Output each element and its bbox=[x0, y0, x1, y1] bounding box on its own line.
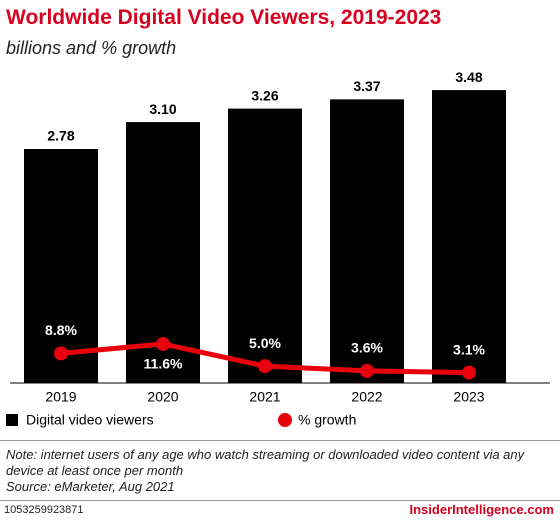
line-point bbox=[258, 359, 272, 374]
legend-swatch bbox=[6, 414, 18, 426]
x-tick-label: 2021 bbox=[249, 389, 280, 405]
line-point bbox=[360, 363, 374, 378]
chart: 2.78 3.10 3.26 3.37 3.48 8.8% 11.6% 5.0% 3.6% 3.1… bbox=[6, 69, 550, 428]
line-value-label: 5.0% bbox=[249, 335, 281, 351]
legend-label: Digital video viewers bbox=[26, 412, 154, 428]
source: Source: eMarketer, Aug 2021 bbox=[6, 479, 175, 494]
legend-label: % growth bbox=[298, 412, 356, 428]
x-tick-label: 2020 bbox=[147, 389, 178, 405]
line-value-label: 11.6% bbox=[144, 356, 183, 372]
bar-value-label: 3.26 bbox=[251, 87, 278, 103]
chart-subtitle: billions and % growth bbox=[6, 38, 177, 58]
bar-value-label: 2.78 bbox=[47, 128, 74, 144]
separator bbox=[0, 500, 560, 501]
legend-swatch bbox=[278, 413, 292, 427]
x-tick-label: 2022 bbox=[351, 389, 382, 405]
line-value-label: 8.8% bbox=[45, 322, 77, 338]
x-tick-label: 2023 bbox=[453, 389, 484, 405]
logo: InsiderIntelligence.com bbox=[409, 502, 555, 517]
line-point bbox=[462, 365, 476, 380]
line-value-label: 3.6% bbox=[351, 340, 383, 356]
bar-value-label: 3.10 bbox=[149, 101, 176, 117]
bar bbox=[432, 90, 506, 383]
note: Note: internet users of any age who watc… bbox=[6, 447, 525, 478]
line-value-label: 3.1% bbox=[453, 341, 485, 357]
bar bbox=[24, 149, 98, 383]
chart-title: Worldwide Digital Video Viewers, 2019-20… bbox=[6, 6, 442, 29]
separator bbox=[0, 440, 560, 441]
chart-id: 1053259923871 bbox=[4, 504, 84, 516]
line-point bbox=[54, 346, 68, 361]
x-tick-label: 2019 bbox=[45, 389, 76, 405]
bar-value-label: 3.37 bbox=[353, 78, 380, 94]
line-point bbox=[156, 336, 170, 351]
bar bbox=[330, 99, 404, 383]
bar bbox=[228, 108, 302, 383]
bar-value-label: 3.48 bbox=[455, 69, 482, 85]
